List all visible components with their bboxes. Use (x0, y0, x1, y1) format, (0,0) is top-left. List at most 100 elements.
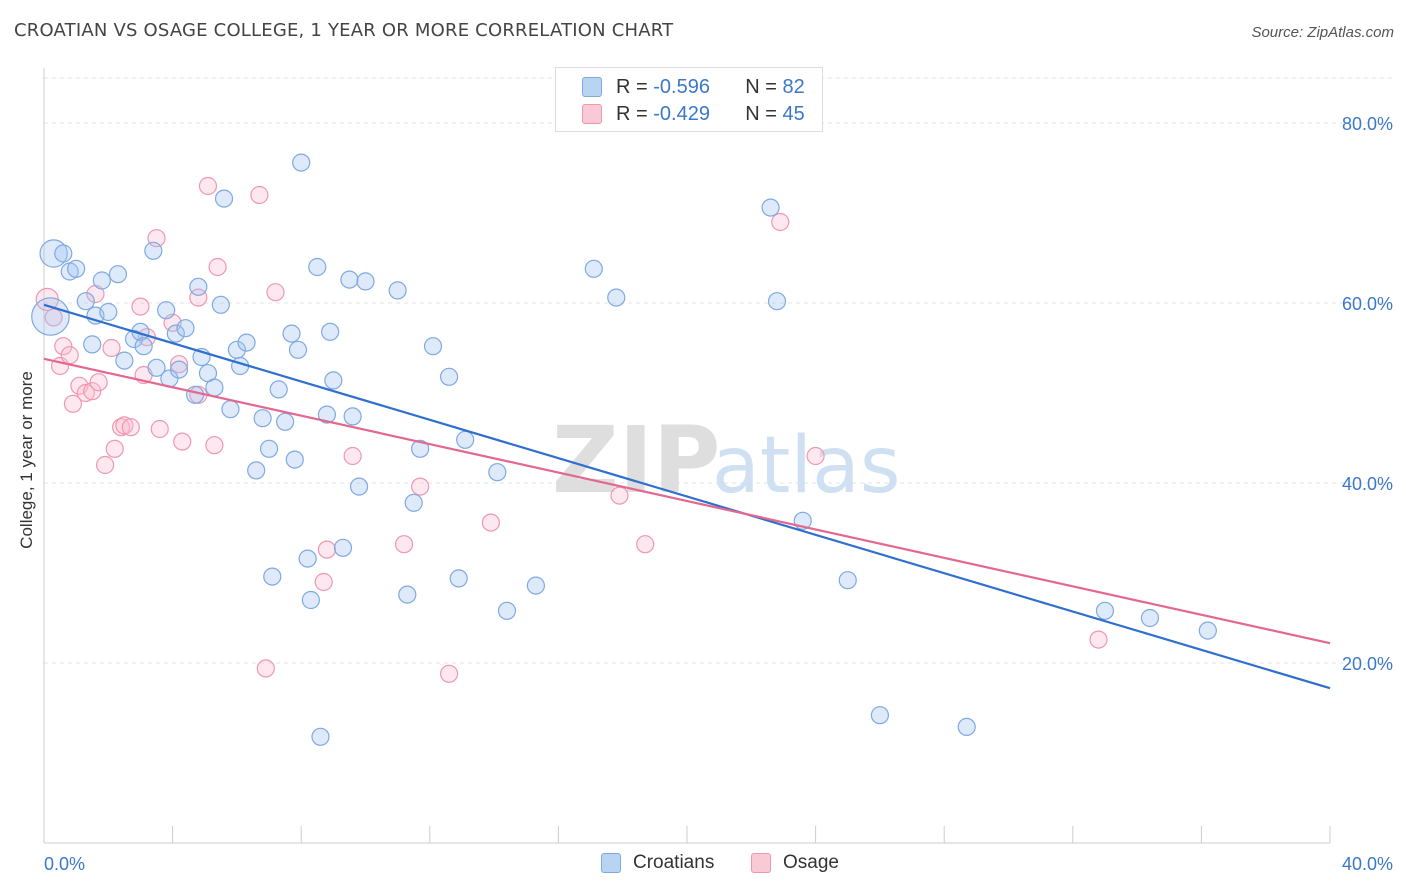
legend-swatch-croatians (582, 77, 602, 97)
point-osage (189, 288, 208, 307)
point-osage (115, 416, 134, 435)
point-croatians (176, 319, 195, 338)
x-tick-label: 40.0% (1342, 854, 1393, 874)
point-croatians (870, 706, 890, 725)
point-croatians (292, 153, 311, 172)
stats-legend: R = -0.596 N = 82 R = -0.429 N = 45 (555, 67, 823, 132)
point-croatians (282, 324, 301, 343)
point-osage (343, 446, 362, 466)
point-croatians (144, 241, 163, 260)
n-label: N = (745, 75, 777, 98)
point-croatians (456, 430, 475, 449)
point-osage (317, 540, 337, 559)
point-croatians (497, 601, 517, 620)
point-osage (169, 355, 189, 374)
n-value-osage: 45 (782, 102, 805, 125)
point-osage (60, 346, 79, 365)
point-croatians (308, 257, 327, 277)
point-osage (394, 535, 414, 554)
n-value-croatians: 82 (782, 75, 805, 98)
point-croatians (321, 322, 340, 341)
point-osage (131, 297, 150, 316)
point-osage (198, 176, 218, 196)
point-croatians (301, 590, 320, 610)
bottom-legend-swatch-croatians (601, 853, 621, 873)
r-label: R = (616, 102, 648, 125)
point-croatians (343, 407, 362, 426)
point-osage (481, 513, 500, 532)
point-croatians (115, 351, 134, 370)
y-tick-label: 20.0% (1342, 654, 1393, 674)
point-croatians (31, 297, 70, 336)
point-croatians (288, 340, 308, 359)
point-croatians (189, 277, 208, 296)
point-osage (256, 659, 275, 678)
point-croatians (317, 405, 337, 424)
point-croatians (1198, 621, 1217, 640)
r-label: R = (616, 75, 648, 98)
point-croatians (1140, 608, 1160, 628)
y-tick-label: 40.0% (1342, 474, 1393, 494)
point-osage (1089, 630, 1108, 649)
point-osage (208, 257, 227, 277)
point-croatians (76, 292, 95, 311)
point-osage (610, 486, 629, 505)
point-croatians (39, 239, 68, 268)
point-croatians (404, 493, 423, 512)
y-tick-label: 80.0% (1342, 114, 1393, 134)
point-osage (89, 373, 108, 392)
point-osage (314, 572, 333, 592)
point-croatians (54, 244, 73, 263)
point-croatians (298, 549, 317, 568)
point-croatians (237, 333, 256, 352)
point-croatians (269, 380, 288, 399)
point-croatians (253, 409, 272, 428)
bottom-legend-swatch-osage (751, 853, 771, 873)
point-croatians (398, 585, 417, 604)
point-croatians (166, 324, 185, 343)
point-croatians (311, 727, 330, 746)
point-croatians (247, 461, 266, 480)
point-osage (121, 418, 140, 437)
data-points (31, 153, 1217, 746)
watermark: ZIP atlas (552, 407, 901, 514)
watermark-zip: ZIP (552, 407, 720, 514)
point-croatians (83, 335, 102, 354)
point-osage (173, 432, 192, 451)
point-croatians (333, 538, 353, 557)
point-croatians (349, 477, 369, 496)
source-label: Source: ZipAtlas.com (1251, 24, 1394, 41)
point-osage (102, 338, 121, 358)
point-croatians (526, 576, 545, 595)
point-croatians (761, 198, 780, 217)
point-osage (806, 446, 825, 466)
point-osage (771, 212, 790, 232)
point-croatians (99, 302, 118, 322)
point-osage (636, 535, 655, 554)
point-croatians (108, 265, 128, 284)
point-croatians (263, 567, 282, 586)
point-osage (411, 477, 430, 496)
point-croatians (211, 295, 230, 314)
point-croatians (205, 378, 224, 397)
trend-lines (43, 303, 1331, 690)
point-croatians (157, 301, 176, 320)
n-label: N = (745, 102, 777, 125)
point-croatians (767, 292, 787, 311)
bottom-legend-label-osage: Osage (783, 852, 839, 873)
y-tick-label: 60.0% (1342, 294, 1393, 314)
point-croatians (67, 259, 86, 278)
point-osage (44, 308, 63, 327)
point-osage (54, 337, 73, 356)
bottom-legend-croatians: Croatians (601, 852, 714, 874)
point-osage (266, 283, 285, 302)
point-croatians (607, 288, 626, 307)
point-osage (76, 383, 95, 403)
point-croatians (169, 360, 189, 379)
point-croatians (584, 259, 603, 278)
point-croatians (439, 367, 459, 386)
point-croatians (423, 337, 443, 356)
point-osage (205, 436, 224, 455)
chart-title: CROATIAN VS OSAGE COLLEGE, 1 YEAR OR MOR… (14, 20, 674, 41)
